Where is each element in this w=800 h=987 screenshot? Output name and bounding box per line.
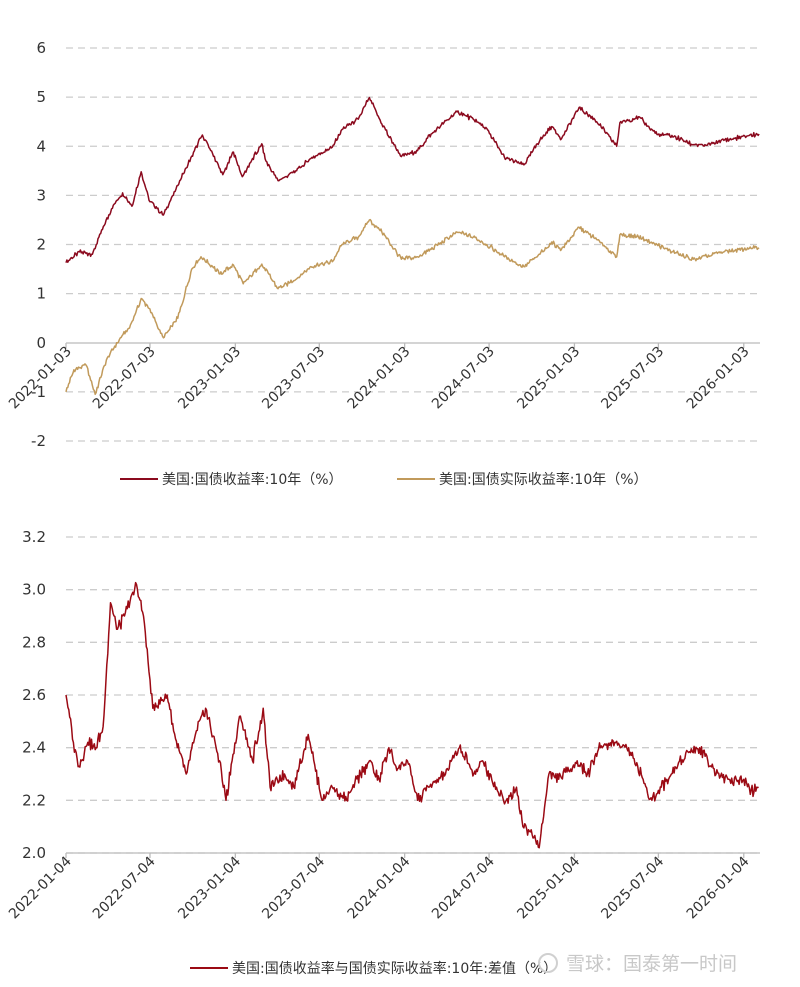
watermark-text: 雪球：国泰第一时间 [566,953,737,975]
legend-label: 美国:国债实际收益率:10年（%） [439,471,648,488]
x-tick-label: 2024-07-04 [429,853,498,922]
series-line-0 [65,96,760,263]
x-tick-label: 2023-07-04 [259,853,328,922]
x-tick-label: 2026-01-03 [684,344,753,413]
y-tick-label: -2 [31,432,46,450]
y-tick-label: 1 [36,285,46,303]
x-tick-label: 2025-01-04 [514,853,583,922]
x-tick-label: 2025-07-04 [598,853,667,922]
series-line-0 [65,581,759,849]
x-tick-label: 2023-01-04 [175,853,244,922]
y-tick-label: 3 [36,186,46,204]
y-tick-label: 6 [36,39,46,57]
y-tick-label: 2.8 [22,633,46,651]
x-tick-label: 2022-07-04 [90,853,159,922]
x-tick-label: 2026-01-04 [684,853,753,922]
y-tick-label: 2 [36,236,46,254]
y-tick-label: 3.2 [22,528,46,546]
x-tick-label: 2024-07-03 [429,344,498,413]
watermark: 雪球：国泰第一时间 [538,953,737,975]
y-tick-label: 5 [36,88,46,106]
x-tick-label: 2022-01-04 [6,853,75,922]
series-line-1 [65,218,760,396]
x-tick-label: 2025-07-03 [598,344,667,413]
y-tick-label: 3.0 [22,581,46,599]
x-tick-label: 2023-07-03 [259,344,328,413]
y-tick-label: -1 [31,383,46,401]
x-tick-label: 2024-01-04 [345,853,414,922]
y-tick-label: 2.0 [22,844,46,862]
legend-label: 美国:国债收益率与国债实际收益率:10年:差值（%） [232,960,557,977]
y-tick-label: 0 [36,334,46,352]
y-tick-label: 2.6 [22,686,46,704]
x-tick-label: 2022-01-03 [6,344,75,413]
x-tick-label: 2024-01-03 [345,344,414,413]
x-tick-label: 2025-01-03 [514,344,583,413]
y-tick-label: 2.2 [22,791,46,809]
y-tick-label: 4 [36,137,46,155]
x-tick-label: 2023-01-03 [175,344,244,413]
y-tick-label: 2.4 [22,739,46,757]
legend-label: 美国:国债收益率:10年（%） [162,471,343,488]
